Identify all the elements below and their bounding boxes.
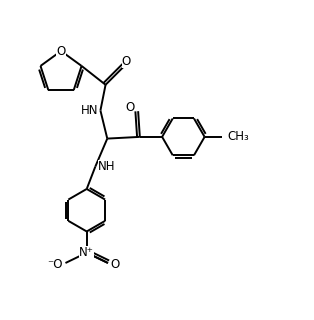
Text: O: O <box>125 100 134 114</box>
Text: HN: HN <box>81 104 99 117</box>
Text: O: O <box>122 55 131 68</box>
Text: NH: NH <box>98 159 116 172</box>
Text: ⁻O: ⁻O <box>47 258 63 271</box>
Text: N⁺: N⁺ <box>79 246 94 259</box>
Text: CH₃: CH₃ <box>227 130 249 143</box>
Text: O: O <box>111 258 120 271</box>
Text: O: O <box>57 44 66 58</box>
